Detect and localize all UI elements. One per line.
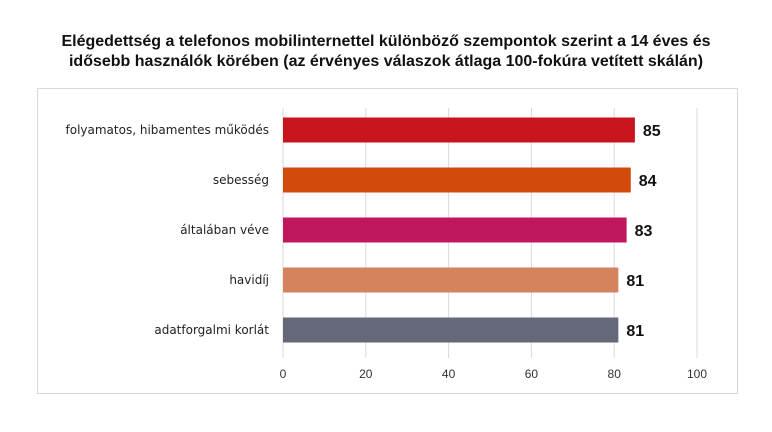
x-tick-label: 40 xyxy=(442,367,456,381)
value-label: 84 xyxy=(639,173,657,190)
chart-title-line-1: Elégedettség a telefonos mobilinternette… xyxy=(61,33,711,50)
x-tick-label: 60 xyxy=(525,367,539,381)
category-label: folyamatos, hibamentes működés xyxy=(66,123,269,137)
x-tick-label: 80 xyxy=(608,367,622,381)
bars xyxy=(283,117,635,343)
x-tick-label: 20 xyxy=(359,367,373,381)
bar xyxy=(283,317,619,343)
value-label: 83 xyxy=(635,223,653,240)
bar xyxy=(283,267,619,293)
bar xyxy=(283,167,631,193)
plot-frame xyxy=(37,88,738,394)
bar xyxy=(283,217,627,243)
x-axis-ticks: 0 20 40 60 80 100 xyxy=(280,367,708,381)
category-label: sebesség xyxy=(213,173,269,187)
value-label: 81 xyxy=(626,323,644,340)
category-label: általában véve xyxy=(180,223,269,237)
bar xyxy=(283,117,635,143)
category-label: havidíj xyxy=(229,273,269,287)
category-label: adatforgalmi korlát xyxy=(154,323,269,337)
chart-title: Elégedettség a telefonos mobilinternette… xyxy=(0,32,772,72)
labels: folyamatos, hibamentes működés 85 sebesség… xyxy=(66,123,661,340)
chart-title-line-2: idősebb használók körében (az érvényes v… xyxy=(68,53,704,70)
value-label: 81 xyxy=(626,273,644,290)
value-label: 85 xyxy=(643,123,661,140)
x-tick-label: 0 xyxy=(280,367,287,381)
x-tick-label: 100 xyxy=(687,367,707,381)
